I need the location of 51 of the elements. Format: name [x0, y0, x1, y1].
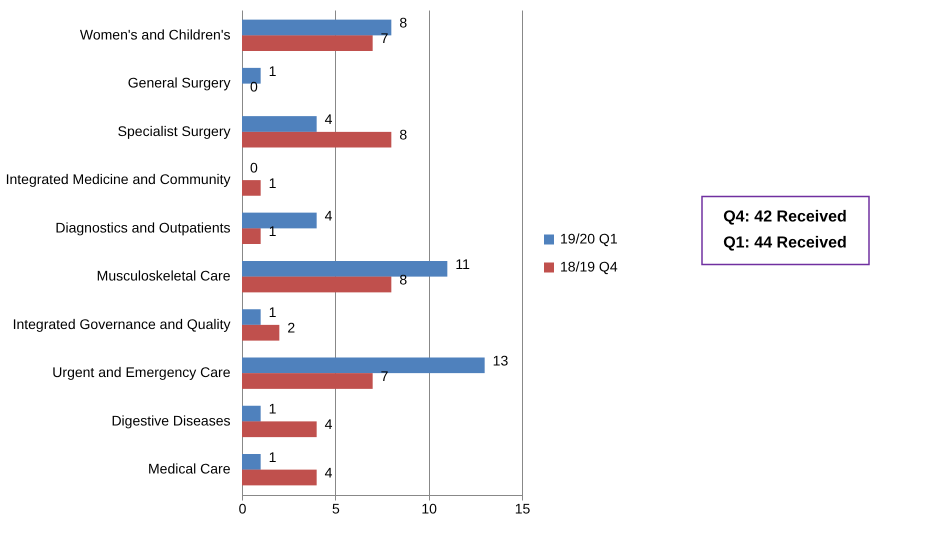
y-tick-label: Medical Care [148, 460, 231, 477]
y-tick-label: Women's and Children's [80, 26, 230, 42]
y-tick-label: Specialist Surgery [118, 122, 230, 139]
text: Q4: 42 Received [723, 208, 847, 226]
data-label: 1 [268, 400, 277, 417]
y-tick-label: Integrated Medicine and Community [6, 171, 230, 188]
data-label: 1 [268, 304, 277, 320]
data-label: 7 [380, 30, 389, 46]
y-tick-label: Musculoskeletal Care [96, 268, 231, 284]
data-label: 1 [268, 448, 277, 465]
bar [242, 421, 317, 438]
data-label: 13 [492, 352, 508, 368]
bar [242, 324, 280, 341]
legend-label: 19/20 Q1 [560, 230, 618, 246]
data-label: 1 [268, 174, 277, 191]
data-label: 4 [324, 111, 333, 128]
data-label: 0 [250, 159, 258, 176]
bar [242, 454, 261, 470]
bar [242, 132, 392, 148]
y-tick-label: Integrated Governance and Quality [12, 316, 230, 332]
y-tick-label: Diagnostics and Outpatients [55, 219, 230, 236]
x-tick-label: 0 [238, 500, 247, 516]
bar [242, 35, 373, 52]
y-tick-label: Urgent and Emergency Care [52, 364, 231, 380]
data-label: 8 [399, 271, 408, 288]
x-tick-label: 15 [514, 500, 530, 516]
data-label: 2 [287, 320, 296, 336]
x-tick-label: 10 [421, 500, 438, 516]
data-label: 1 [268, 62, 277, 79]
data-label: 4 [324, 416, 333, 432]
data-label: 4 [324, 208, 333, 224]
data-label: 8 [399, 14, 408, 30]
bar [242, 276, 392, 292]
text: Q1: 44 Received [723, 234, 847, 252]
data-label: 4 [324, 464, 333, 481]
bar [242, 180, 261, 196]
data-label: 0 [250, 78, 258, 94]
data-label: 7 [380, 368, 389, 384]
data-label: 11 [455, 256, 470, 272]
bar [242, 406, 261, 422]
y-tick-label: General Surgery [128, 74, 230, 91]
legend-label: 18/19 Q4 [560, 258, 618, 274]
bar [242, 228, 261, 244]
bar [242, 116, 317, 132]
bar [242, 373, 373, 389]
bar [242, 309, 261, 325]
y-tick-label: Digestive Diseases [111, 412, 230, 428]
data-label: 8 [399, 126, 408, 143]
bar [242, 470, 317, 486]
data-label: 1 [268, 223, 277, 240]
x-tick-label: 5 [332, 500, 340, 516]
